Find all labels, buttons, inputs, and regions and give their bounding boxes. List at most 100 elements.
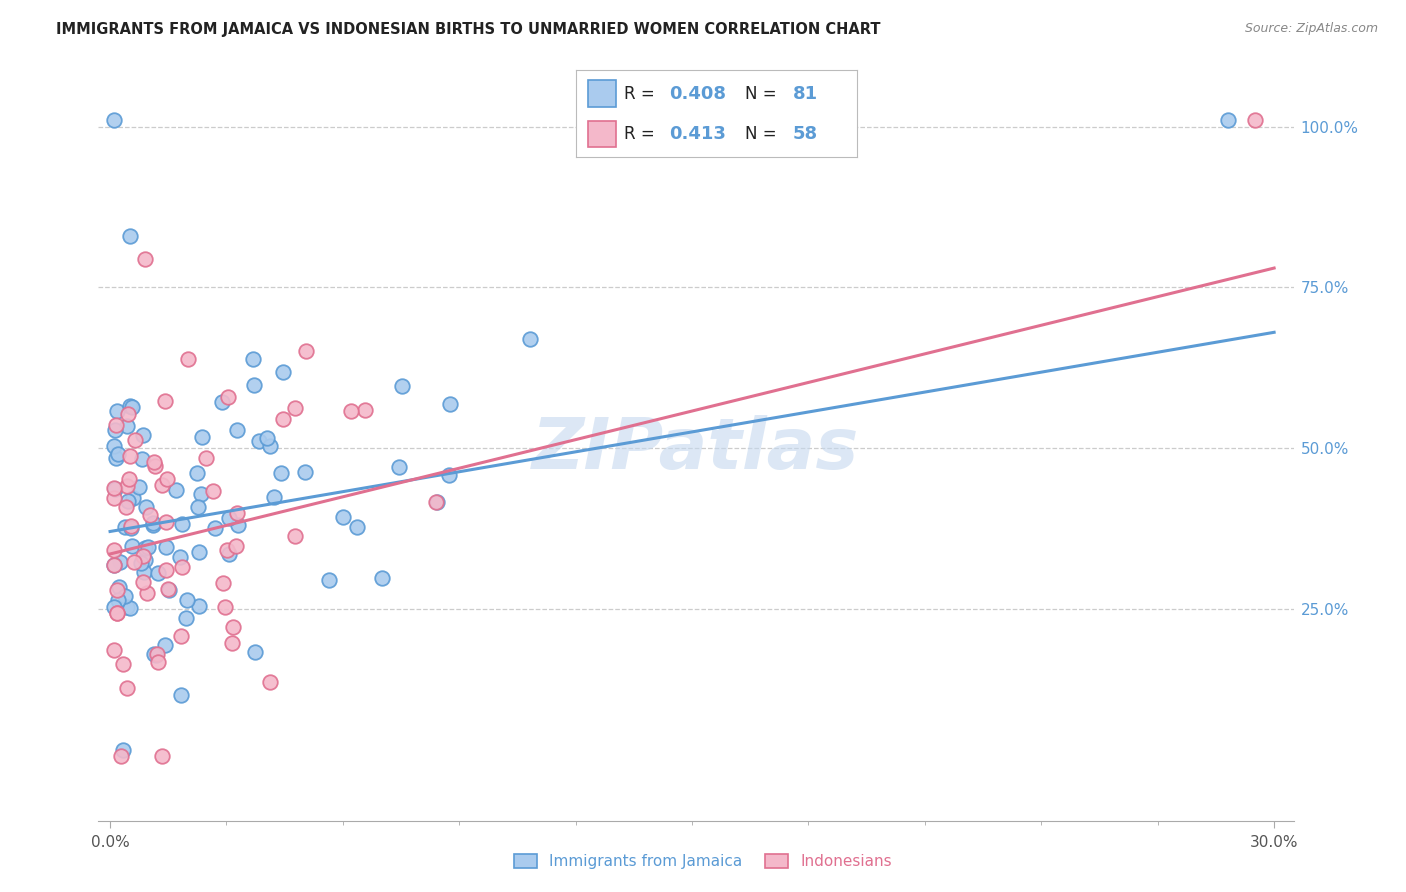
Point: [103, 542, 125, 557]
Point: [129, 556, 152, 570]
Point: [155, 563, 177, 577]
Point: [211, 395, 233, 409]
Point: [176, 593, 198, 607]
Point: [153, 394, 176, 409]
Point: [120, 449, 142, 463]
Point: [187, 500, 209, 515]
Point: [115, 681, 138, 696]
Point: [172, 560, 194, 574]
Point: [204, 521, 226, 535]
Point: [391, 379, 413, 393]
Point: [273, 365, 295, 379]
Point: [217, 390, 239, 404]
Point: [259, 674, 281, 689]
Point: [111, 743, 134, 757]
Point: [222, 620, 245, 634]
Point: [437, 468, 460, 483]
Point: [146, 647, 169, 661]
Point: [256, 431, 278, 445]
Point: [1243, 113, 1265, 128]
Point: [155, 515, 177, 529]
Point: [146, 655, 169, 669]
Point: [115, 500, 138, 514]
Point: [118, 228, 141, 243]
Point: [221, 636, 243, 650]
Point: [145, 648, 167, 662]
Point: [132, 574, 155, 589]
Point: [218, 510, 240, 524]
Point: [132, 428, 155, 442]
Point: [124, 433, 146, 447]
Point: [128, 480, 150, 494]
Point: [122, 555, 145, 569]
Point: [172, 517, 194, 532]
Point: [188, 599, 211, 614]
Point: [107, 447, 129, 461]
Point: [105, 582, 128, 597]
Point: [134, 541, 156, 555]
Point: [117, 407, 139, 421]
Point: [104, 451, 127, 466]
Point: [284, 401, 307, 415]
Point: [121, 518, 143, 533]
Point: [142, 455, 165, 469]
Point: [122, 491, 145, 506]
Point: [217, 543, 239, 558]
Point: [115, 479, 138, 493]
Point: [108, 555, 131, 569]
Point: [103, 558, 125, 572]
Point: [107, 592, 129, 607]
Point: [225, 423, 247, 437]
Point: [110, 749, 132, 764]
Point: [134, 553, 156, 567]
Point: [118, 601, 141, 615]
Point: [243, 645, 266, 659]
Text: ZIPatlas: ZIPatlas: [533, 415, 859, 483]
Point: [138, 508, 160, 522]
Point: [195, 450, 218, 465]
Point: [186, 466, 208, 480]
Point: [387, 459, 409, 474]
Point: [191, 430, 214, 444]
Point: [371, 571, 394, 585]
Point: [294, 466, 316, 480]
Point: [135, 500, 157, 514]
Point: [439, 397, 461, 411]
Point: [114, 520, 136, 534]
Point: [242, 378, 264, 392]
Point: [174, 611, 197, 625]
Point: [519, 333, 541, 347]
Point: [225, 539, 247, 553]
Point: [105, 606, 128, 620]
Point: [425, 495, 447, 509]
Point: [121, 539, 143, 553]
Point: [136, 541, 159, 555]
Point: [136, 586, 159, 600]
Point: [177, 352, 200, 367]
Text: Source: ZipAtlas.com: Source: ZipAtlas.com: [1244, 22, 1378, 36]
Point: [271, 411, 294, 425]
Point: [332, 509, 354, 524]
Point: [155, 472, 177, 486]
Point: [157, 582, 180, 597]
Point: [103, 558, 125, 573]
Point: [226, 507, 249, 521]
Point: [118, 400, 141, 414]
Point: [103, 600, 125, 615]
Point: [108, 580, 131, 594]
Point: [155, 540, 177, 554]
Point: [190, 486, 212, 500]
Point: [103, 481, 125, 495]
Point: [143, 458, 166, 473]
Point: [353, 402, 375, 417]
Point: [284, 529, 307, 543]
Point: [142, 516, 165, 531]
Point: [247, 434, 270, 449]
Point: [150, 478, 173, 492]
Point: [157, 582, 180, 596]
Point: [115, 419, 138, 434]
Point: [226, 518, 249, 533]
Point: [143, 647, 166, 661]
Text: IMMIGRANTS FROM JAMAICA VS INDONESIAN BIRTHS TO UNMARRIED WOMEN CORRELATION CHAR: IMMIGRANTS FROM JAMAICA VS INDONESIAN BI…: [56, 22, 880, 37]
Point: [1216, 113, 1239, 128]
